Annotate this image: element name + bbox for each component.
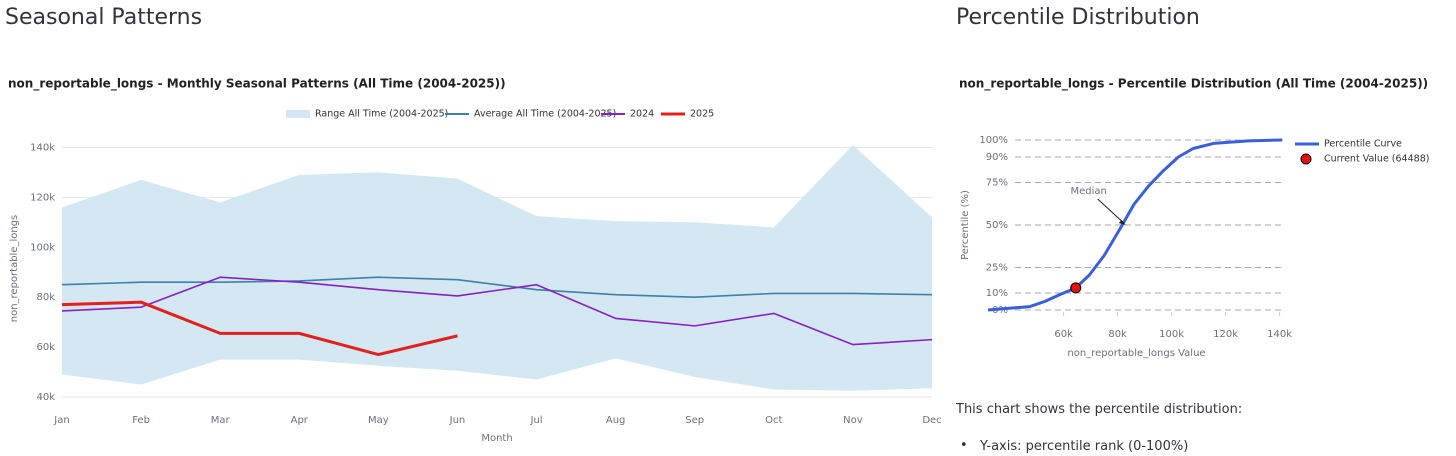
x-tick-label: May (368, 415, 389, 426)
x-axis-title: non_reportable_longs Value (1067, 348, 1205, 359)
y-axis-title: Percentile (%) (960, 190, 971, 260)
y-tick-label: 80k (36, 292, 55, 303)
y-tick-label: 75% (986, 178, 1008, 189)
annotation-arrow (1097, 198, 1125, 224)
x-tick-label: 140k (1267, 329, 1292, 340)
current-marker (1070, 282, 1082, 294)
legend-label: 2025 (690, 109, 714, 120)
section-header: Percentile Distribution (956, 5, 1200, 30)
x-tick-label: 100k (1159, 329, 1184, 340)
x-tick-label: 120k (1213, 329, 1238, 340)
legend-swatch (1300, 153, 1312, 165)
x-tick-label: Jul (530, 415, 543, 426)
legend-label: 2024 (630, 109, 654, 120)
y-tick-label: 120k (30, 192, 55, 203)
legend-label: Range All Time (2004-2025) (315, 109, 448, 120)
x-tick-label: Apr (291, 415, 309, 426)
x-tick-label: Jan (53, 415, 69, 426)
x-tick-label: Dec (922, 415, 941, 426)
y-axis-title: non_reportable_longs (9, 215, 20, 323)
y-tick-label: 100% (979, 135, 1008, 146)
series-line (61, 300, 458, 357)
description: This chart shows the percentile distribu… (956, 402, 1243, 417)
x-tick-label: Mar (211, 415, 231, 426)
legend-label: Average All Time (2004-2025) (474, 109, 616, 120)
chart-title: non_reportable_longs - Monthly Seasonal … (8, 77, 506, 92)
y-tick-label: 140k (30, 142, 55, 153)
y-tick-label: 60k (36, 342, 55, 353)
y-tick-label: 100k (30, 242, 55, 253)
x-tick-label: Oct (765, 415, 782, 426)
arrow-head (1118, 220, 1126, 225)
chart-title: non_reportable_longs - Percentile Distri… (959, 77, 1428, 92)
x-tick-label: 60k (1054, 329, 1073, 340)
series-line (61, 276, 933, 346)
x-tick-label: Aug (606, 415, 626, 426)
x-tick-label: Nov (843, 415, 863, 426)
y-tick-label: 25% (986, 263, 1008, 274)
legend-swatch (286, 110, 310, 118)
bullet-dot: • (960, 438, 968, 453)
y-tick-label: 50% (986, 220, 1008, 231)
series-line (987, 138, 1283, 312)
x-tick-label: 80k (1108, 329, 1127, 340)
annotation: Median (1071, 186, 1107, 197)
range-area (62, 144, 932, 391)
y-tick-label: 40k (36, 392, 55, 403)
legend-label: Current Value (64488) (1324, 154, 1429, 165)
y-tick-label: 90% (986, 152, 1008, 163)
x-tick-label: Sep (685, 415, 704, 426)
x-axis-title: Month (481, 433, 512, 444)
x-tick-label: Feb (132, 415, 150, 426)
section-header: Seasonal Patterns (5, 5, 202, 30)
y-tick-label: 10% (986, 288, 1008, 299)
x-tick-label: Jun (449, 415, 466, 426)
legend-label: Percentile Curve (1324, 139, 1402, 150)
bullet: Y-axis: percentile rank (0-100%) (980, 439, 1189, 454)
